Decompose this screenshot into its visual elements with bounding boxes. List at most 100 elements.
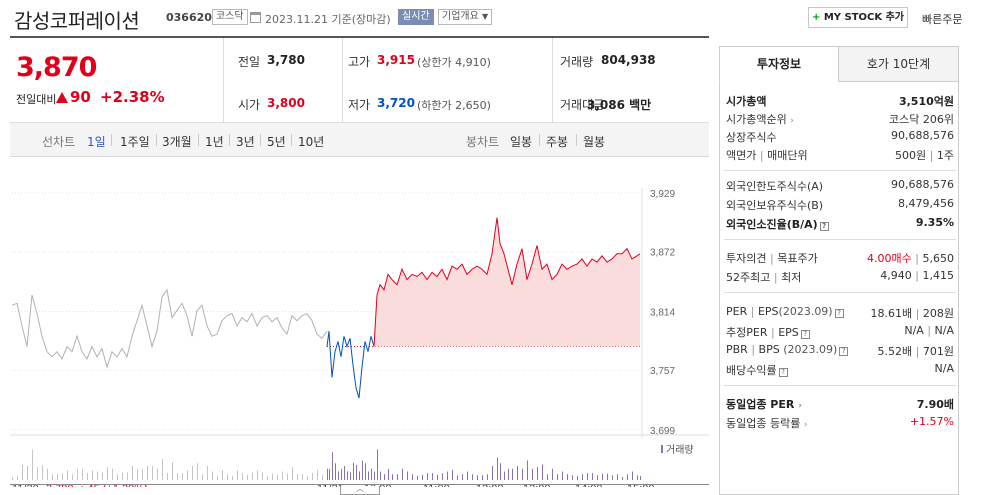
info-row: PBR | BPS (2023.09)? 5.52배 | 701원 (726, 343, 954, 361)
y-tick-label: 3,757 (650, 366, 675, 377)
est-per-value: N/A (904, 324, 924, 337)
price-summary: 3,870 전일대비 90 +2.38% 전일 3,780 고가 3,915 (… (10, 38, 709, 123)
par-label: 액면가 (726, 149, 757, 162)
price-panel: 3,870 전일대비 90 +2.38% 전일 3,780 고가 3,915 (… (10, 36, 709, 495)
divider (342, 38, 343, 122)
info-row: PER | EPS(2023.09)? 18.61배 | 208원 (726, 305, 954, 323)
foreign-ratio-label: 외국인소진율(B/A)? (726, 216, 829, 232)
volume-bar (97, 471, 98, 480)
help-icon[interactable]: ? (800, 330, 810, 339)
period-1y-tab[interactable]: 1년 (205, 135, 224, 149)
volume-bar (207, 466, 208, 480)
w52-high-label: 52주최고 (726, 271, 771, 284)
opinion-target-value: 4.00매수 | 5,650 (867, 250, 954, 266)
help-icon[interactable]: ? (819, 222, 829, 231)
info-content: 시가총액 3,510억원 시가총액순위 › 코스닥 206위 상장주식수 90,… (719, 82, 959, 495)
volume-bar (477, 475, 478, 480)
volume-bar (547, 474, 548, 480)
volume-bar (607, 473, 608, 480)
period-10y-tab[interactable]: 10년 (298, 135, 325, 149)
series-below (326, 331, 375, 399)
series-prev-day (11, 288, 328, 369)
volume-bar (356, 464, 357, 480)
volume-bar (122, 472, 123, 480)
volume-bar (577, 475, 578, 480)
volume-bar (142, 468, 143, 480)
help-icon[interactable]: ? (778, 368, 788, 377)
help-icon[interactable]: ? (839, 347, 849, 356)
divider (724, 292, 956, 293)
price-chart[interactable]: 3,9293,8723,8143,7573,699거래량11/2110:0011… (10, 158, 709, 495)
add-mystock-button[interactable]: + MY STOCK 추가 (808, 7, 908, 28)
pbr-bps-period: (2023.09) (783, 343, 838, 356)
period-1d-tab[interactable]: 1일 (87, 135, 106, 149)
div-value: N/A (934, 362, 954, 375)
est-per-label: 추정PER (726, 326, 768, 339)
separator: | (759, 149, 764, 162)
volume-bar (297, 474, 298, 480)
candle-daily-tab[interactable]: 일봉 (510, 135, 533, 149)
volume-bar (612, 475, 613, 480)
volume-bar (177, 473, 178, 480)
chevron-down-icon: ▼ (482, 12, 489, 21)
par-unit-label: 액면가 | 매매단위 (726, 147, 808, 163)
high-value: 3,915 (377, 53, 415, 67)
market-cap-value: 3,510억원 (898, 95, 954, 108)
realtime-button[interactable]: 실시간 (398, 9, 434, 25)
tab-orderbook-10[interactable]: 호가 10단계 (838, 46, 959, 82)
upper-limit: (상한가 4,910) (417, 56, 491, 69)
quick-order-link[interactable]: 빠른주문 (922, 13, 963, 26)
divider (229, 134, 230, 146)
period-3m-tab[interactable]: 3개월 (162, 135, 192, 149)
open-value: 3,800 (267, 96, 305, 110)
industry-per-value: 7.90배 (916, 398, 954, 411)
volume-bar (62, 473, 63, 480)
volume-bar (222, 469, 223, 480)
volume-bar (597, 475, 598, 480)
volume-bar (362, 460, 363, 480)
foreign-limit-label: 외국인한도주식수(A) (726, 180, 824, 193)
info-row: 52주최고 | 최저 4,940 | 1,415 (726, 269, 954, 287)
y-tick-label: 3,929 (650, 189, 675, 200)
volume-bar (197, 463, 198, 480)
period-1w-tab[interactable]: 1주일 (120, 135, 150, 149)
plus-icon: + (811, 12, 821, 23)
volume-bar (452, 469, 453, 480)
volume-bar (380, 471, 381, 480)
volume-bar (217, 475, 218, 480)
pbr-value: 5.52배 (877, 345, 913, 358)
volume-bar (412, 474, 413, 480)
w52-value: 4,940 | 1,415 (880, 269, 954, 282)
target-label: 목표주가 (777, 252, 818, 265)
per-eps-period: (2023.09) (778, 305, 833, 318)
company-name: 감성코퍼레이션 (14, 9, 140, 33)
volume-bar (57, 474, 58, 480)
company-overview-label: 기업개요 (442, 11, 479, 22)
price-chart-svg: 3,9293,8723,8143,7573,699거래량11/2110:0011… (10, 188, 709, 495)
period-3y-tab[interactable]: 3년 (236, 135, 255, 149)
volume-bar (257, 470, 258, 480)
volume-bar (87, 473, 88, 480)
volume-bar (287, 473, 288, 480)
volume-bar (397, 474, 398, 480)
volume-legend-swatch (661, 445, 663, 453)
low-label: 저가 (348, 98, 371, 112)
candle-monthly-tab[interactable]: 월봉 (583, 135, 606, 149)
volume-bar (492, 466, 493, 480)
per-eps-value: 18.61배 | 208원 (871, 305, 954, 321)
chevron-right-icon: › (798, 401, 802, 411)
eps-value: 208원 (922, 307, 954, 320)
period-5y-tab[interactable]: 5년 (267, 135, 286, 149)
collapse-button[interactable]: ︿ (340, 484, 380, 495)
div-label: 배당수익률? (726, 362, 788, 378)
candle-weekly-tab[interactable]: 주봉 (546, 135, 569, 149)
company-overview-dropdown[interactable]: 기업개요 ▼ (438, 9, 493, 25)
chevron-up-icon: ︿ (356, 484, 364, 493)
volume-bar (232, 475, 233, 480)
help-icon[interactable]: ? (834, 309, 844, 318)
market-cap-label: 시가총액 (726, 95, 767, 108)
y-tick-label: 3,814 (650, 308, 675, 319)
investment-info-panel: 투자정보 호가 10단계 시가총액 3,510억원 시가총액순위 › 코스닥 2… (719, 46, 959, 495)
volume-bar (252, 472, 253, 480)
tab-investment-info[interactable]: 투자정보 (719, 46, 839, 82)
